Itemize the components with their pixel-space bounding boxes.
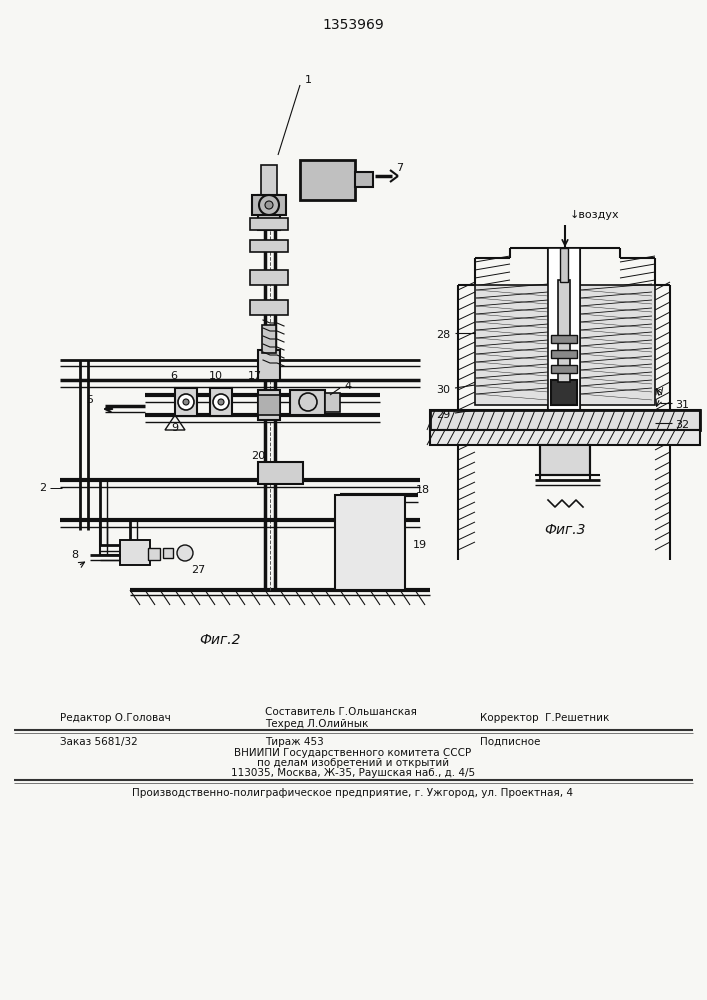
Bar — [355, 172, 373, 187]
Bar — [262, 325, 276, 353]
Text: 28: 28 — [436, 330, 450, 340]
Text: 31: 31 — [675, 400, 689, 410]
Text: 7: 7 — [397, 163, 404, 173]
Text: 4: 4 — [344, 381, 351, 391]
Text: 1353969: 1353969 — [322, 18, 384, 32]
Bar — [258, 195, 280, 230]
Bar — [551, 365, 577, 373]
Bar — [430, 410, 700, 430]
Bar — [258, 390, 280, 420]
Bar — [175, 388, 197, 416]
Text: Заказ 5681/32: Заказ 5681/32 — [60, 737, 138, 747]
Text: d: d — [657, 387, 663, 397]
Text: 17: 17 — [248, 371, 262, 381]
Bar — [548, 248, 580, 410]
Bar — [430, 430, 700, 445]
Bar — [540, 445, 590, 475]
Bar — [580, 285, 655, 405]
Bar — [558, 280, 570, 382]
Bar — [250, 240, 288, 252]
Text: Корректор  Г.Решетник: Корректор Г.Решетник — [480, 713, 609, 723]
Text: 32: 32 — [675, 420, 689, 430]
Circle shape — [177, 545, 193, 561]
Text: 1: 1 — [305, 75, 312, 85]
Text: 30: 30 — [436, 385, 450, 395]
Bar — [163, 548, 173, 558]
Text: Составитель Г.Ольшанская: Составитель Г.Ольшанская — [265, 707, 417, 717]
Text: 19: 19 — [413, 540, 427, 550]
Bar — [120, 540, 150, 565]
Circle shape — [265, 201, 273, 209]
Bar — [261, 165, 277, 197]
Text: ВНИИПИ Государственного комитета СССР: ВНИИПИ Государственного комитета СССР — [235, 748, 472, 758]
Bar — [551, 335, 577, 343]
Circle shape — [218, 399, 224, 405]
Bar — [148, 548, 160, 560]
Bar — [560, 248, 568, 282]
Bar — [551, 380, 577, 405]
Bar — [475, 285, 550, 405]
Bar — [252, 195, 286, 215]
Bar — [258, 350, 280, 380]
Text: 113035, Москва, Ж-35, Раушская наб., д. 4/5: 113035, Москва, Ж-35, Раушская наб., д. … — [231, 768, 475, 778]
Text: Подписное: Подписное — [480, 737, 540, 747]
Bar — [250, 218, 288, 230]
Circle shape — [213, 394, 229, 410]
Text: 29: 29 — [436, 410, 450, 420]
Bar — [300, 160, 355, 200]
Text: 10: 10 — [209, 371, 223, 381]
Bar — [258, 462, 303, 484]
Text: 18: 18 — [416, 485, 430, 495]
Text: Производственно-полиграфическое предприятие, г. Ужгород, ул. Проектная, 4: Производственно-полиграфическое предприя… — [132, 788, 573, 798]
Bar — [250, 270, 288, 285]
Bar — [335, 495, 405, 590]
Text: 6: 6 — [170, 371, 177, 381]
Text: 8: 8 — [71, 550, 78, 560]
Text: Редактор О.Головач: Редактор О.Головач — [60, 713, 171, 723]
Text: Тираж 453: Тираж 453 — [265, 737, 324, 747]
Bar — [430, 410, 700, 430]
Bar — [210, 388, 232, 416]
Text: Техред Л.Олийнык: Техред Л.Олийнык — [265, 719, 368, 729]
Bar — [290, 390, 325, 415]
Text: по делам изобретений и открытий: по делам изобретений и открытий — [257, 758, 449, 768]
Bar — [325, 393, 340, 412]
Text: 27: 27 — [191, 565, 205, 575]
Bar — [258, 395, 280, 415]
Text: 20: 20 — [251, 451, 265, 461]
Text: 2: 2 — [40, 483, 47, 493]
Text: Фиг.3: Фиг.3 — [544, 523, 586, 537]
Circle shape — [183, 399, 189, 405]
Circle shape — [178, 394, 194, 410]
Bar — [120, 540, 150, 565]
Bar — [250, 300, 288, 315]
Bar — [551, 350, 577, 358]
Text: 9: 9 — [171, 423, 179, 433]
Text: Фиг.2: Фиг.2 — [199, 633, 241, 647]
Text: ↓воздух: ↓воздух — [570, 210, 619, 220]
Text: 5: 5 — [86, 395, 93, 405]
